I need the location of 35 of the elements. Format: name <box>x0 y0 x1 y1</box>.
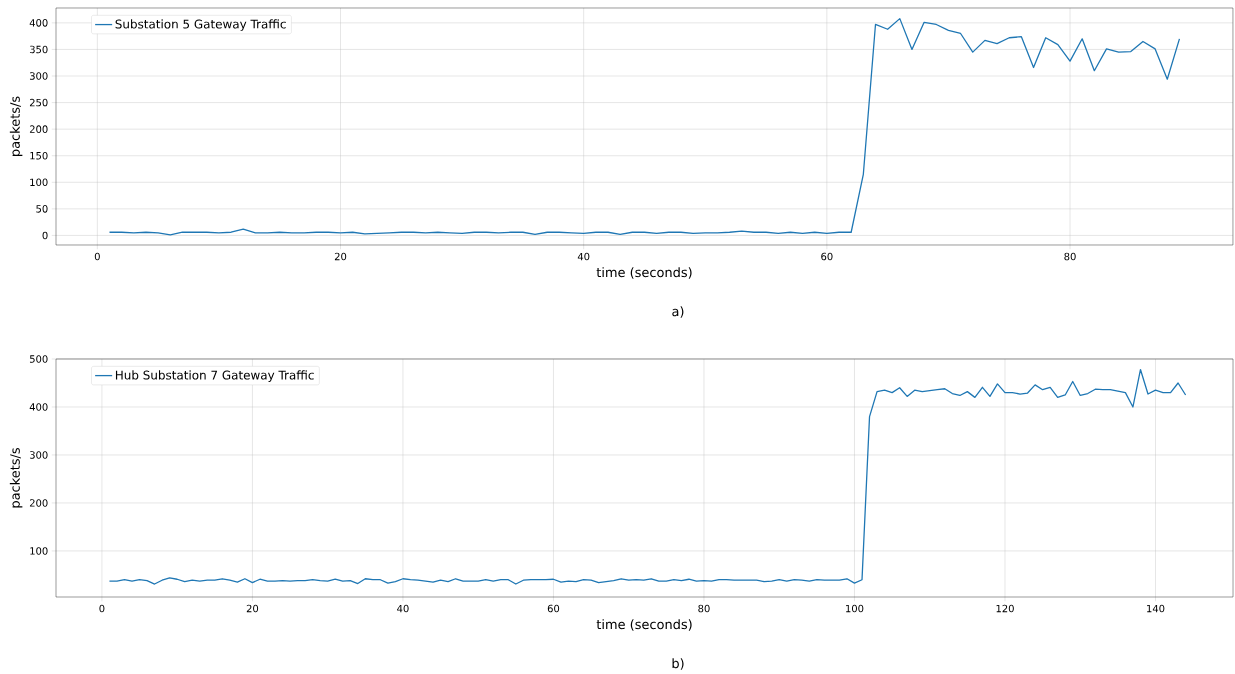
y-tick-label: 400 <box>29 403 48 411</box>
x-tick-label: 100 <box>846 604 864 613</box>
y-tick-label: 150 <box>30 151 48 160</box>
x-tick-label: 140 <box>1147 604 1165 613</box>
legend-label: Substation 5 Gateway Traffic <box>115 19 286 31</box>
y-tick-label: 400 <box>29 19 48 27</box>
x-tick-label: 120 <box>996 604 1014 613</box>
y-axis-title: packets/s <box>9 448 23 508</box>
x-tick-label: 80 <box>1064 252 1076 261</box>
x-axis-title: time (seconds) <box>596 619 692 631</box>
y-tick-label: 300 <box>29 451 48 459</box>
text: b) <box>672 658 684 670</box>
x-tick-label: 20 <box>246 604 259 613</box>
x-tick-label: 40 <box>577 252 590 261</box>
y-tick-label: 50 <box>36 205 48 213</box>
y-tick-label: 0 <box>42 231 48 240</box>
y-axis-title: packets/s <box>9 96 23 156</box>
y-tick-label: 250 <box>29 98 48 107</box>
x-tick-label: 20 <box>334 252 347 261</box>
x-tick-label: 0 <box>99 604 105 613</box>
y-tick-label: 300 <box>29 72 48 80</box>
y-tick-label: 200 <box>29 125 48 133</box>
x-tick-label: 40 <box>397 604 409 613</box>
y-tick-label: 100 <box>30 547 48 555</box>
y-tick-label: 350 <box>29 45 48 54</box>
x-axis-title: time (seconds) <box>596 267 692 279</box>
x-tick-label: 60 <box>821 252 833 261</box>
y-tick-label: 200 <box>29 499 48 507</box>
legend-label: Hub Substation 7 Gateway Traffic <box>115 370 314 382</box>
x-tick-label: 60 <box>547 604 560 613</box>
x-tick-label: 0 <box>94 252 100 261</box>
text: a) <box>672 306 684 318</box>
x-tick-label: 80 <box>698 604 710 613</box>
y-tick-label: 100 <box>30 178 48 187</box>
y-tick-label: 500 <box>29 355 48 363</box>
